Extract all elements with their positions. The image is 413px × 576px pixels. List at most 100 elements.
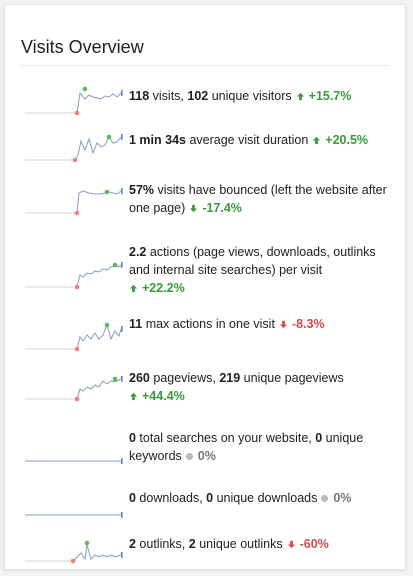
metric-value: 219 xyxy=(219,371,241,385)
visits-overview-widget: Visits Overview 118 visits, 102 unique v… xyxy=(4,4,406,570)
sparkline-max-point xyxy=(82,86,88,92)
metric-value: 0 xyxy=(129,431,136,445)
sparkline-last-point xyxy=(121,134,123,140)
metric-value: 57% xyxy=(129,183,155,197)
trend-value: +22.2% xyxy=(142,281,185,295)
sparkline-last-point xyxy=(121,188,123,194)
sparkline-line xyxy=(76,91,122,114)
metric-label: unique downloads xyxy=(213,491,318,505)
metric-label: average visit duration xyxy=(185,133,309,147)
sparkline-chart[interactable] xyxy=(25,181,127,221)
neutral-dot-icon xyxy=(321,495,329,502)
metric-value: 11 xyxy=(129,317,143,331)
metric-text: 0 total searches on your website, 0 uniq… xyxy=(129,429,397,465)
sparkline-line xyxy=(76,323,122,350)
metric-label: visits, xyxy=(149,89,188,103)
trend-indicator: +15.7% xyxy=(292,89,351,103)
trend-indicator: +22.2% xyxy=(129,281,185,295)
sparkline-line xyxy=(74,136,122,161)
metric-value: 0 xyxy=(206,491,214,505)
sparkline-max-point xyxy=(104,189,110,195)
metric-label: visits have bounced (left the website af… xyxy=(129,183,387,215)
sparkline-max-point xyxy=(84,540,90,546)
sparkline-first-point xyxy=(74,210,80,216)
arrow-up-icon xyxy=(129,284,138,293)
metric-text: 11 max actions in one visit -8.3% xyxy=(129,315,397,333)
sparkline-chart[interactable] xyxy=(25,129,127,169)
metric-value: 118 xyxy=(129,89,150,103)
trend-indicator: +44.4% xyxy=(129,389,185,403)
metric-text: 118 visits, 102 unique visitors +15.7% xyxy=(129,87,397,105)
metric-label: actions (page views, downloads, outlinks… xyxy=(129,245,376,277)
metric-label: unique visitors xyxy=(208,89,292,103)
trend-value: 0% xyxy=(197,449,216,463)
sparkline-last-point xyxy=(121,262,123,268)
metric-text: 260 pageviews, 219 unique pageviews +44.4… xyxy=(129,369,397,405)
metric-value: 0 xyxy=(129,491,136,505)
sparkline-line xyxy=(72,544,122,562)
trend-value: +20.5% xyxy=(325,133,369,147)
arrow-down-icon xyxy=(287,540,295,549)
metric-text: 0 downloads, 0 unique downloads 0% xyxy=(129,489,397,507)
sparkline-first-point xyxy=(74,284,80,290)
sparkline-max-point xyxy=(106,134,112,140)
sparkline-chart[interactable] xyxy=(25,367,127,407)
sparkline-line xyxy=(76,378,122,400)
metric-value: 2 xyxy=(188,537,196,551)
sparkline-chart[interactable] xyxy=(25,493,127,533)
sparkline-last-point xyxy=(121,512,123,518)
sparkline-chart[interactable] xyxy=(25,255,127,295)
metric-label: unique pageviews xyxy=(240,371,344,385)
metric-text: 2.2 actions (page views, downloads, outl… xyxy=(129,243,397,297)
title-divider xyxy=(21,65,389,66)
metric-label: downloads, xyxy=(135,491,207,505)
trend-indicator: -60% xyxy=(283,537,329,551)
metric-value: 102 xyxy=(187,89,209,103)
sparkline-line xyxy=(76,190,122,214)
sparkline-first-point xyxy=(74,346,80,352)
metric-label: pageviews, xyxy=(149,371,220,385)
trend-value: +44.4% xyxy=(142,389,185,403)
metric-value: 2.2 xyxy=(129,245,147,259)
sparkline-chart[interactable] xyxy=(25,533,127,573)
trend-indicator: -8.3% xyxy=(275,317,325,331)
trend-indicator: +20.5% xyxy=(308,133,368,147)
arrow-down-green-icon xyxy=(190,204,198,213)
trend-value: -17.4% xyxy=(202,201,242,215)
sparkline-line xyxy=(76,264,122,288)
metric-value: 2 xyxy=(129,537,136,551)
sparkline-first-point xyxy=(74,110,80,116)
sparkline-first-point xyxy=(74,396,80,402)
trend-value: -60% xyxy=(299,537,329,551)
sparkline-last-point xyxy=(121,90,123,96)
sparkline-chart[interactable] xyxy=(25,317,127,357)
sparkline-chart[interactable] xyxy=(25,79,127,119)
arrow-down-icon xyxy=(279,320,288,329)
trend-indicator: 0% xyxy=(317,491,351,505)
sparkline-last-point xyxy=(121,326,123,332)
sparkline-last-point xyxy=(121,458,123,464)
metric-text: 57% visits have bounced (left the websit… xyxy=(129,181,397,217)
trend-value: 0% xyxy=(333,491,352,505)
sparkline-last-point xyxy=(121,376,123,382)
metric-text: 1 min 34s average visit duration +20.5% xyxy=(129,131,397,149)
metric-label: unique keywords xyxy=(129,431,364,463)
sparkline-max-point xyxy=(112,376,118,382)
sparkline-first-point xyxy=(70,558,76,564)
sparkline-chart[interactable] xyxy=(25,439,127,479)
arrow-up-icon xyxy=(296,92,304,101)
sparkline-last-point xyxy=(121,552,123,558)
trend-indicator: -17.4% xyxy=(185,201,242,215)
sparkline-first-point xyxy=(72,157,78,163)
metric-text: 2 outlinks, 2 unique outlinks -60% xyxy=(129,535,397,553)
trend-indicator: 0% xyxy=(182,449,216,463)
metric-label: total searches on your website, xyxy=(135,431,316,445)
metric-label: max actions in one visit xyxy=(142,317,275,331)
arrow-up-icon xyxy=(129,392,138,401)
metric-value: 0 xyxy=(315,431,323,445)
sparkline-max-point xyxy=(104,322,110,328)
neutral-dot-icon xyxy=(185,453,193,460)
metric-label: outlinks, xyxy=(135,537,189,551)
metric-value: 1 min 34s xyxy=(129,133,186,147)
metric-value: 260 xyxy=(129,371,150,385)
